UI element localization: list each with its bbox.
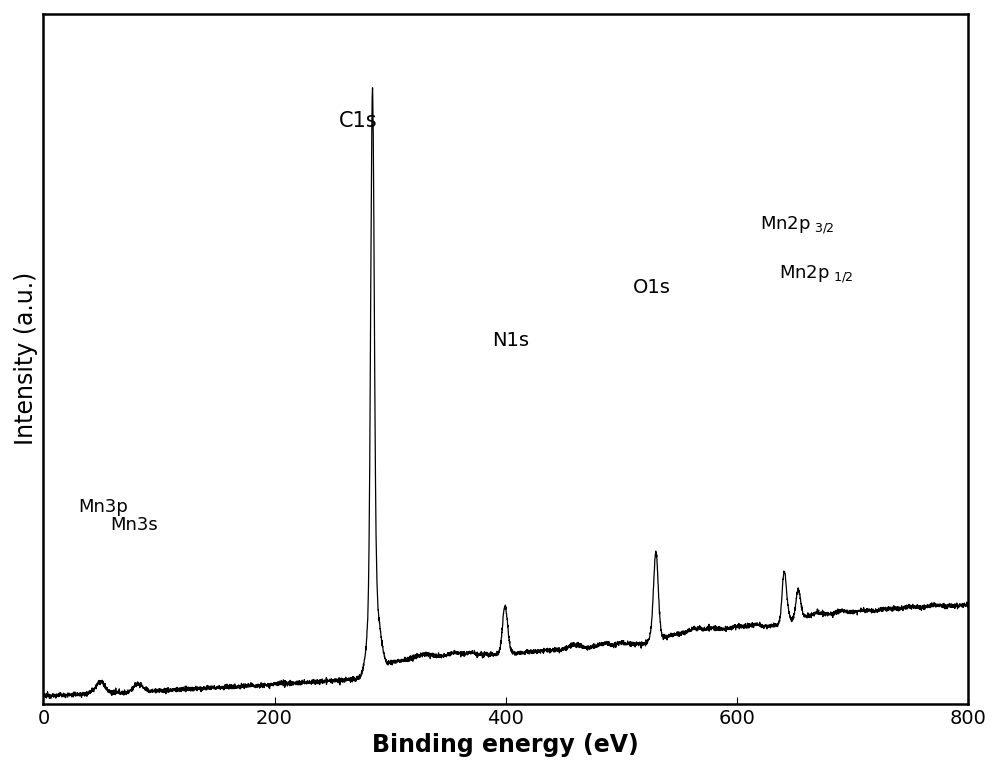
- Text: N1s: N1s: [492, 331, 529, 349]
- Text: C1s: C1s: [339, 111, 378, 131]
- Text: O1s: O1s: [633, 278, 671, 297]
- Text: Mn3p: Mn3p: [78, 498, 128, 516]
- Text: Mn2p$_{\ 1/2}$: Mn2p$_{\ 1/2}$: [779, 263, 854, 284]
- Y-axis label: Intensity (a.u.): Intensity (a.u.): [14, 272, 38, 446]
- Text: Mn3s: Mn3s: [110, 517, 158, 534]
- X-axis label: Binding energy (eV): Binding energy (eV): [372, 733, 639, 757]
- Text: Mn2p$_{\ 3/2}$: Mn2p$_{\ 3/2}$: [760, 214, 834, 236]
